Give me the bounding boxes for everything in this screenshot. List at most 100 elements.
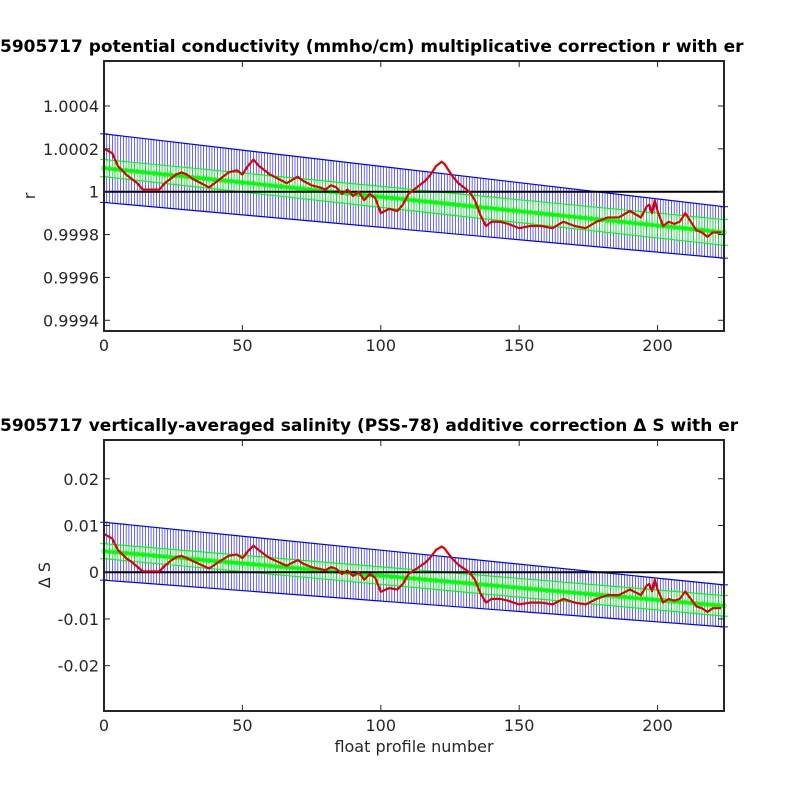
x-tick-label: 0 (99, 336, 109, 355)
x-tick-label: 100 (366, 716, 397, 735)
fit-point (671, 224, 677, 230)
fit-point (256, 562, 262, 568)
fit-point (527, 586, 533, 592)
fit-point (693, 226, 699, 233)
fit-point (677, 225, 683, 231)
fit-point (583, 215, 589, 221)
fit-point (328, 568, 334, 574)
fit-point (394, 574, 400, 580)
fit-point (267, 563, 273, 569)
fit-point (621, 594, 627, 600)
y-axis-label: Δ S (35, 562, 54, 588)
fit-point (267, 182, 273, 188)
fit-point (129, 168, 135, 174)
fit-point (134, 551, 140, 557)
fit-point (167, 172, 174, 178)
fit-point (560, 589, 567, 595)
fit-point (239, 560, 245, 567)
fit-point (433, 199, 439, 206)
chart-title: 5905717 potential conductivity (mmho/cm)… (0, 37, 744, 57)
data-layer (100, 133, 728, 259)
fit-point (278, 183, 284, 190)
fit-point (118, 550, 124, 556)
fit-point (577, 590, 583, 596)
y-axis-label: r (20, 192, 39, 199)
fit-point (411, 575, 417, 582)
fit-point (206, 557, 212, 564)
chart-title: 5905717 vertically-averaged salinity (PS… (0, 416, 739, 436)
fit-point (195, 556, 201, 563)
fit-point (654, 222, 661, 229)
fit-point (511, 584, 517, 590)
fit-point (499, 206, 506, 213)
fit-point (682, 225, 688, 232)
correction-line (103, 147, 722, 238)
fit-point (428, 199, 434, 205)
fit-point (134, 168, 140, 175)
fit-point (178, 173, 185, 179)
fit-point (461, 580, 467, 586)
fit-point (710, 602, 716, 608)
fit-point (278, 564, 284, 570)
fit-point (273, 183, 279, 189)
fit-point (212, 558, 218, 564)
y-tick-label: -0.01 (58, 610, 99, 629)
fit-point (106, 166, 113, 172)
x-tick-label: 200 (642, 716, 673, 735)
fit-point (422, 198, 428, 205)
y-tick-label: 0.02 (63, 470, 99, 489)
fit-point (699, 601, 705, 607)
fit-point (156, 171, 162, 177)
fit-point (295, 565, 301, 571)
fit-point (455, 579, 461, 586)
fit-point (129, 551, 135, 557)
fit-point (588, 591, 594, 597)
fit-point (483, 582, 489, 588)
fit-point (261, 562, 268, 568)
fit-point (477, 581, 484, 587)
fit-point (411, 197, 417, 203)
fit-point (439, 200, 445, 206)
fit-point (627, 594, 633, 601)
fit-point (223, 178, 229, 184)
y-tick-label: 0.9998 (43, 226, 99, 245)
fit-point (389, 573, 395, 580)
x-tick-label: 50 (232, 336, 252, 355)
fit-point (682, 599, 688, 606)
x-tick-label: 100 (366, 336, 397, 355)
fit-point (300, 566, 306, 572)
fit-point (522, 209, 528, 215)
fit-point (433, 577, 439, 584)
fit-point (383, 573, 389, 579)
fit-point (527, 209, 533, 215)
x-tick-label: 0 (99, 716, 109, 735)
fit-point (416, 198, 423, 204)
fit-point (549, 588, 555, 594)
fit-point (494, 583, 500, 589)
fit-point (704, 228, 710, 234)
tick-layer: 0 50 100 150 200 -0.02 -0.01 0 0.01 0.02 (58, 440, 724, 735)
fit-point (416, 576, 423, 582)
fit-point (577, 214, 583, 221)
fit-point (643, 596, 650, 602)
fit-point (162, 553, 168, 560)
fit-point (505, 584, 511, 590)
fit-point (555, 588, 561, 594)
fit-point (112, 166, 118, 172)
fit-point (383, 194, 389, 201)
fit-point (162, 171, 168, 178)
y-tick-label: 1.0004 (43, 97, 99, 116)
fit-point (378, 194, 384, 200)
fit-point (245, 180, 251, 186)
fit-point (250, 181, 257, 187)
fit-point (649, 222, 655, 228)
fit-point (123, 167, 129, 174)
fit-point (378, 573, 384, 579)
fit-point (273, 563, 279, 569)
fit-point (571, 590, 578, 596)
fit-point (444, 201, 450, 207)
axes-box (103, 439, 725, 712)
fit-point (295, 185, 301, 191)
fit-point (228, 178, 234, 184)
fit-point (666, 224, 672, 230)
